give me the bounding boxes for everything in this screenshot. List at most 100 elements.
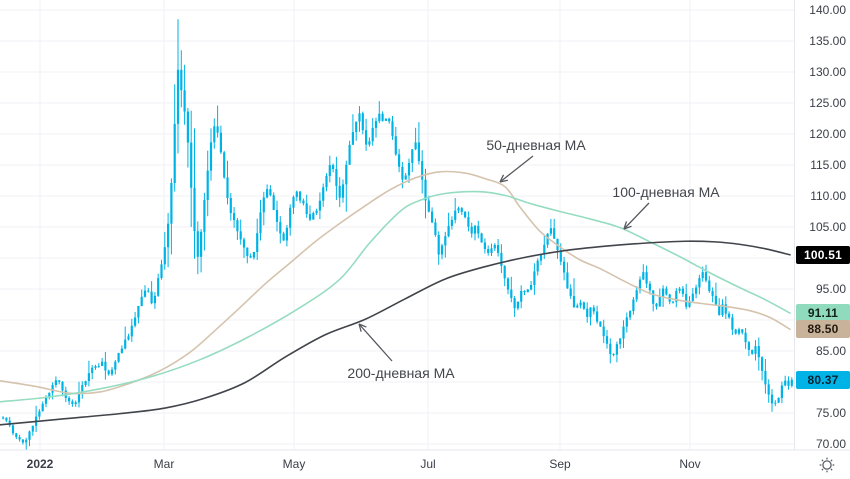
candle-body — [721, 304, 724, 315]
candle-body — [460, 208, 463, 212]
candle-body — [731, 317, 734, 330]
candle-body — [421, 161, 424, 180]
candle-body — [48, 392, 51, 398]
candle-body — [44, 397, 48, 404]
candle-body — [414, 142, 417, 150]
candle-body — [173, 123, 176, 184]
candle-body — [398, 154, 401, 167]
candle-body — [635, 290, 638, 300]
candle-body — [662, 288, 665, 297]
candle-body — [394, 136, 397, 155]
candle-body — [582, 302, 585, 309]
candle-body — [761, 357, 764, 371]
candle-body — [259, 212, 262, 234]
gear-sun-icon — [819, 457, 835, 473]
candle-body — [28, 431, 31, 440]
candle-body — [546, 233, 549, 245]
candle-body — [134, 317, 137, 326]
candle-body — [602, 326, 605, 337]
candle-body — [596, 311, 599, 322]
candle-body — [718, 305, 721, 315]
candle-body — [523, 290, 526, 293]
ma-line-ma100 — [0, 190, 791, 403]
grid-lines — [0, 0, 794, 450]
price-label-badge: 88.50 — [796, 320, 850, 339]
candle-body — [629, 311, 632, 318]
candle-body — [322, 187, 325, 201]
price-label-badge: 100.51 — [796, 245, 850, 264]
candle-body — [632, 299, 635, 312]
candle-body — [520, 290, 523, 302]
candle-body — [757, 346, 760, 358]
candle-body — [609, 343, 612, 355]
candle-body — [751, 349, 754, 354]
candle-body — [38, 411, 41, 417]
candle-body — [530, 284, 533, 290]
candle-body — [737, 329, 741, 334]
candle-body — [127, 336, 130, 340]
candle-body — [503, 265, 506, 279]
annotation-arrows — [358, 155, 650, 362]
chart-settings-button[interactable] — [818, 456, 836, 474]
x-axis-tick-label: Mar — [153, 457, 175, 471]
candle-body — [153, 295, 156, 304]
candle-body — [94, 366, 97, 368]
price-label-badge: 91.11 — [796, 304, 850, 323]
candle-body — [563, 261, 566, 273]
candle-body — [206, 170, 209, 201]
candle-body — [681, 288, 684, 294]
y-axis-tick-label: 140.00 — [809, 3, 846, 17]
candle-body — [341, 184, 345, 198]
candle-body — [378, 113, 381, 122]
candle-body — [209, 142, 213, 171]
candle-body — [2, 417, 5, 419]
candle-body — [117, 352, 120, 362]
candle-body — [714, 295, 717, 306]
candle-body — [698, 278, 701, 288]
candle-body — [490, 248, 493, 253]
candle-body — [784, 380, 787, 386]
candle-body — [77, 393, 81, 403]
candle-body — [180, 69, 183, 91]
candle-body — [51, 384, 54, 393]
candle-body — [770, 394, 774, 404]
candle-body — [381, 113, 384, 121]
candle-body — [68, 397, 71, 402]
candle-body — [701, 272, 704, 279]
candle-body — [203, 200, 206, 232]
candle-body — [120, 348, 123, 353]
candle-body — [543, 244, 546, 254]
candle-body — [285, 227, 288, 241]
candle-body — [58, 380, 61, 382]
y-axis-tick-label: 75.00 — [815, 406, 846, 420]
candle-body — [200, 231, 203, 257]
candle-body — [8, 420, 11, 426]
candle-body — [404, 175, 407, 180]
y-axis-tick-label: 95.00 — [815, 282, 846, 296]
candle-body — [325, 176, 328, 188]
candle-body — [84, 381, 87, 386]
candle-body — [384, 118, 387, 121]
candle-body — [417, 142, 420, 162]
candle-body — [71, 401, 74, 405]
x-axis-tick-label: May — [282, 457, 306, 471]
candle-body — [233, 213, 236, 221]
candle-body — [157, 278, 160, 296]
y-axis-tick-label: 120.00 — [809, 127, 846, 141]
candle-body — [774, 402, 777, 404]
candle-body — [431, 211, 434, 223]
candle-body — [473, 225, 477, 234]
candle-body — [355, 121, 358, 133]
candle-body — [318, 200, 321, 211]
ma-annotation-text: 50-дневная MA — [486, 137, 586, 153]
time-scale[interactable]: 2022 Mar May Jul Sep Nov — [0, 450, 850, 479]
annotation-arrow-head — [358, 323, 362, 332]
candle-body — [569, 288, 572, 297]
candle-body — [348, 144, 351, 165]
candle-body — [91, 367, 94, 374]
candle-body — [711, 291, 714, 296]
candle-body — [374, 121, 378, 128]
candle-body — [256, 233, 259, 252]
y-axis-tick-label: 85.00 — [815, 344, 846, 358]
ma-line-ma50 — [0, 170, 791, 395]
